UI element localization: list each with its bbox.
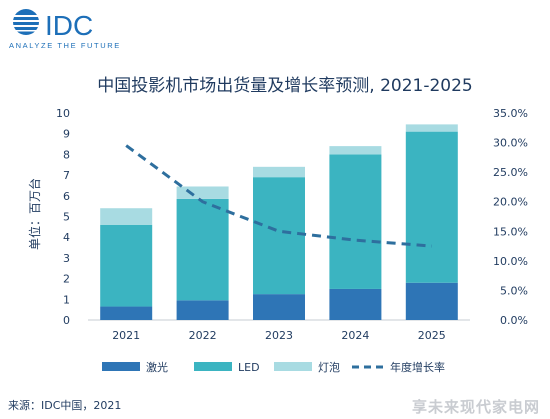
y2-tick-label: 25.0% (493, 166, 528, 179)
y-axis-label: 单位：百万台 (27, 178, 42, 250)
bar-lamp (253, 166, 305, 178)
y2-tick-label: 35.0% (493, 107, 528, 120)
bar-led (329, 154, 382, 289)
chart-title: 中国投影机市场出货量及增长率预测, 2021-2025 (97, 76, 472, 96)
legend: 激光 LED 灯泡 年度增长率 (102, 360, 445, 374)
legend-growth-label: 年度增长率 (390, 360, 445, 374)
brand-tagline: ANALYZE THE FUTURE (9, 41, 121, 50)
watermark: 享未来现代家电网 (411, 398, 540, 416)
y-tick-label: 8 (63, 148, 70, 161)
y-tick-label: 4 (63, 231, 70, 244)
y-tick-label: 0 (63, 314, 70, 327)
x-tick-label: 2022 (189, 329, 217, 342)
y-tick-label: 1 (63, 293, 70, 306)
y-tick-label: 5 (63, 211, 70, 224)
y-tick-label: 9 (63, 128, 70, 141)
x-tick-label: 2024 (341, 329, 369, 342)
growth-rate-line (125, 144, 432, 248)
legend-led-swatch (194, 362, 232, 371)
bar-lamp (405, 124, 458, 132)
globe-icon (13, 9, 39, 35)
bar-lamp (100, 208, 153, 225)
y2-tick-label: 0.0% (500, 314, 528, 327)
x-tick-label: 2023 (265, 329, 293, 342)
legend-laser-swatch (102, 362, 140, 371)
legend-lamp-swatch (274, 362, 312, 371)
bar-laser (405, 282, 458, 320)
y2-tick-label: 15.0% (493, 225, 528, 238)
y-tick-label: 2 (63, 273, 70, 286)
y2-tick-label: 20.0% (493, 196, 528, 209)
bar-laser (100, 306, 153, 320)
bar-led (405, 131, 458, 283)
bar-laser (176, 300, 229, 320)
idc-logo: IDC ANALYZE THE FUTURE (9, 9, 121, 50)
bar-lamp (176, 186, 229, 199)
brand-name: IDC (45, 10, 93, 41)
legend-laser-label: 激光 (146, 360, 168, 374)
bar-led (100, 224, 153, 307)
y-tick-label: 7 (63, 169, 70, 182)
legend-led-label: LED (238, 361, 260, 374)
x-tick-label: 2021 (112, 329, 140, 342)
plot-area: 0 1 2 3 4 5 6 7 8 9 10 0.0% 5.0% 10.0% 15.0% 20.0% 25.0%… (56, 107, 528, 342)
bar-lamp (329, 146, 382, 155)
y-tick-label: 3 (63, 252, 70, 265)
bar-led (176, 198, 229, 301)
y-tick-label: 6 (63, 190, 70, 203)
y2-tick-label: 30.0% (493, 137, 528, 150)
x-tick-label: 2025 (418, 329, 446, 342)
y-tick-label: 10 (56, 107, 70, 120)
bar-laser (329, 288, 382, 320)
legend-lamp-label: 灯泡 (318, 360, 340, 374)
y2-tick-label: 5.0% (500, 284, 528, 297)
y2-tick-label: 10.0% (493, 255, 528, 268)
bar-laser (253, 294, 305, 320)
bar-led (253, 177, 305, 295)
source-note: 来源：IDC中国，2021 (8, 399, 122, 412)
